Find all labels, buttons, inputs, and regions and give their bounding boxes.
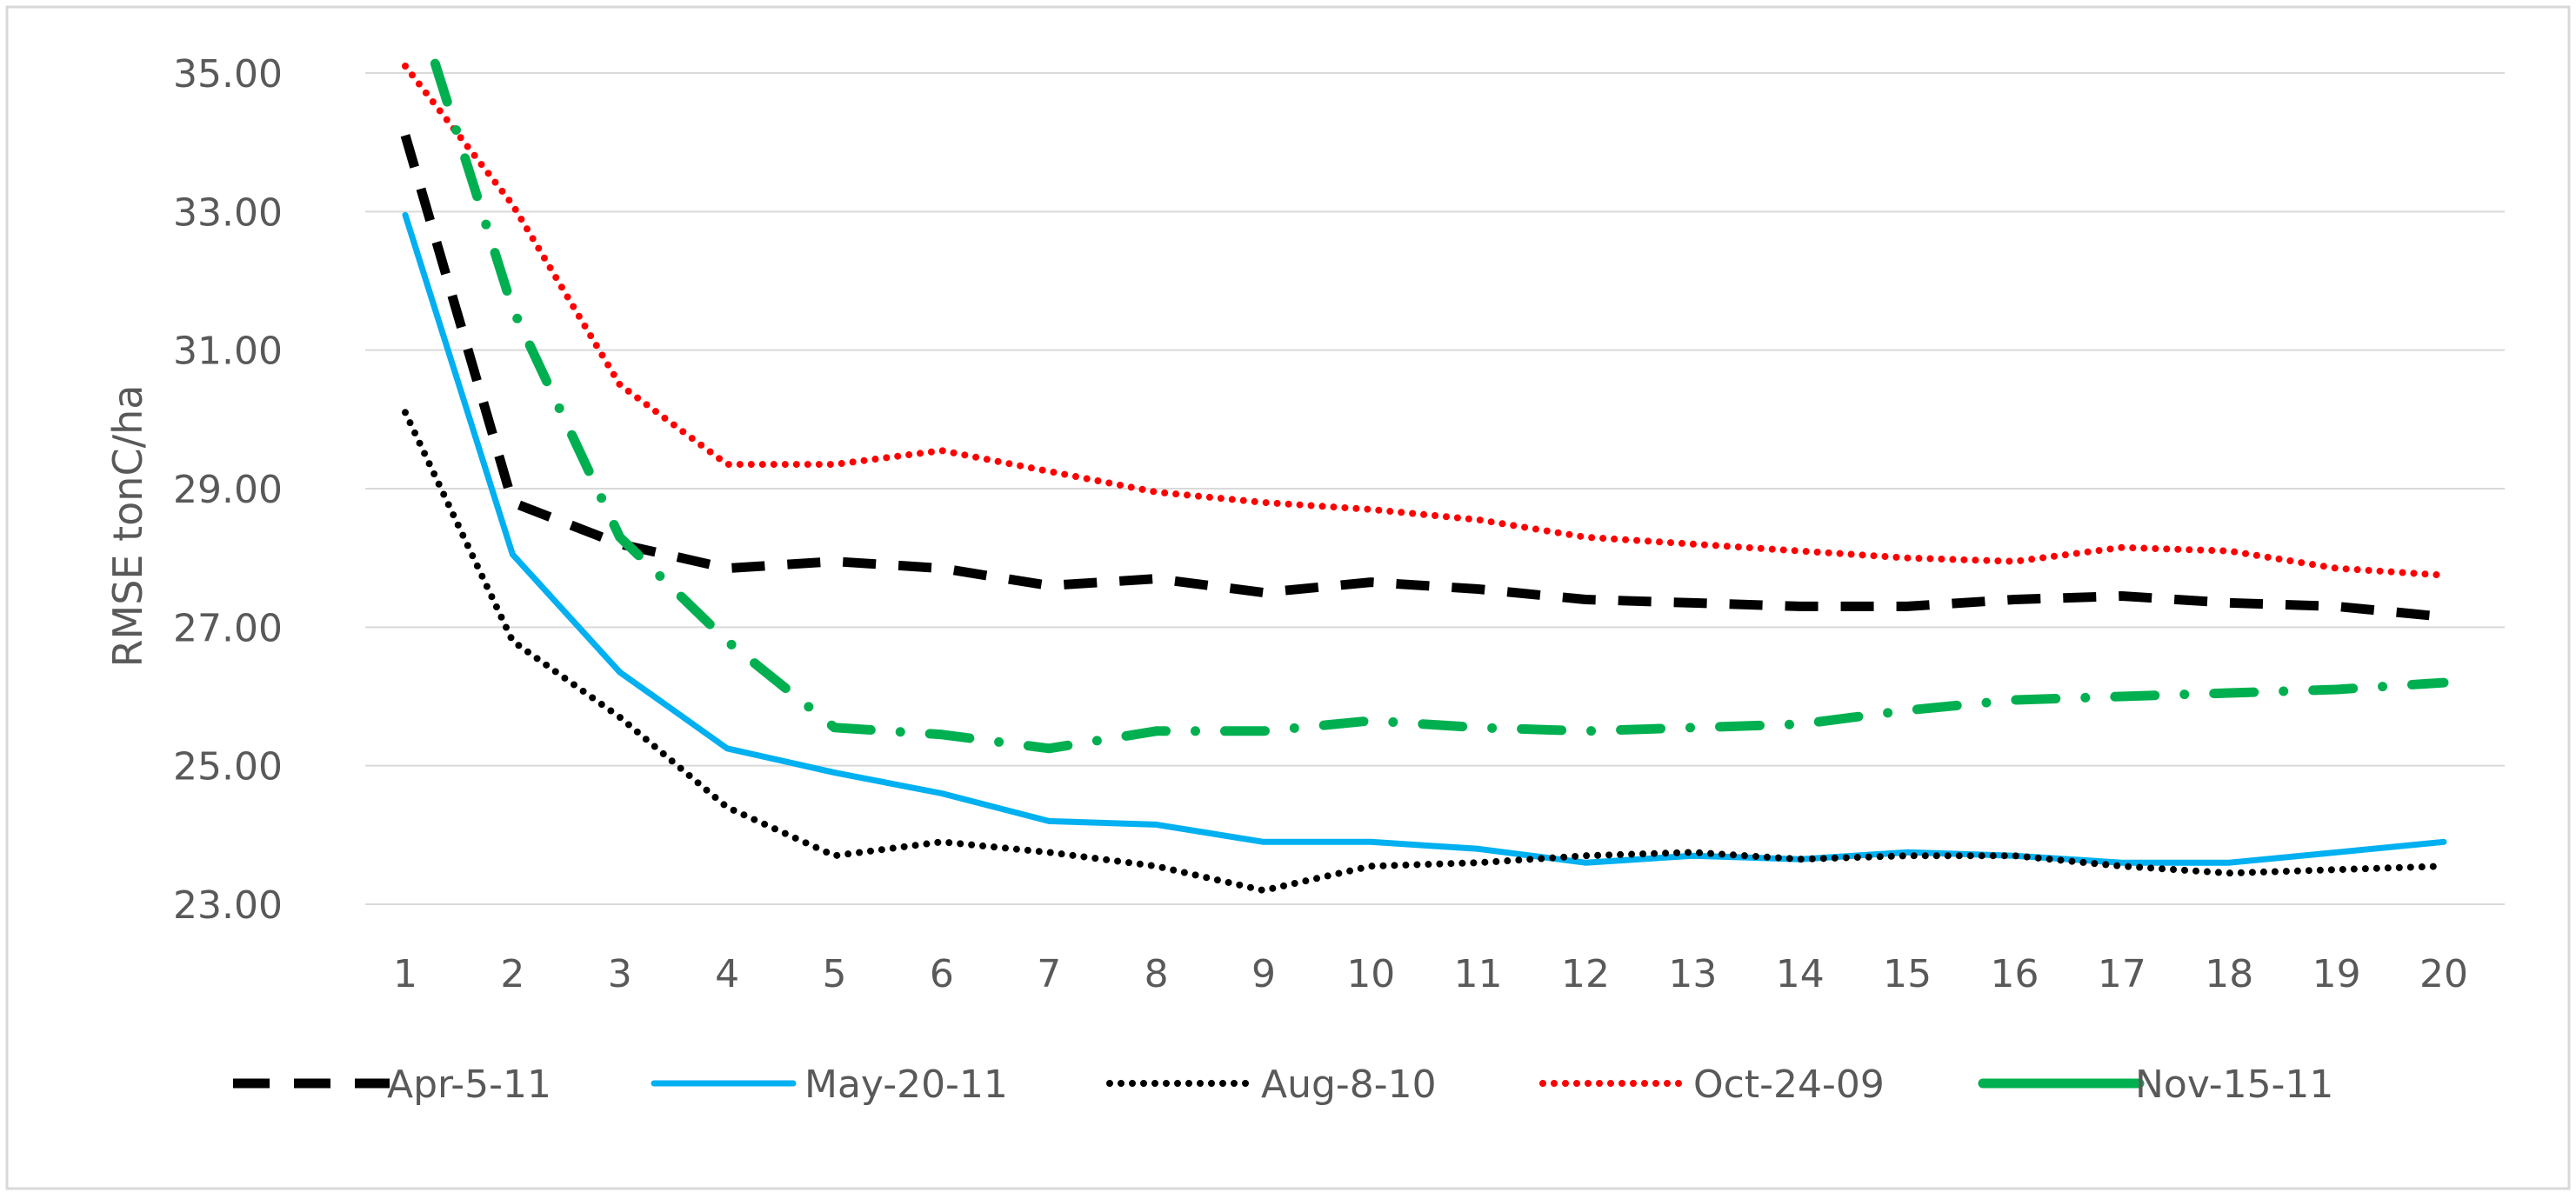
legend-nov-15-11-label: Nov-15-11 — [2135, 1062, 2333, 1107]
series-line-may-20-11 — [402, 211, 2447, 866]
x-tick-label: 12 — [1561, 952, 1610, 996]
x-tick-label: 2 — [500, 952, 524, 996]
series-line-oct-24-09 — [402, 63, 2447, 579]
series-lines — [400, 52, 2449, 895]
x-tick-label: 8 — [1145, 952, 1169, 996]
y-tick-label: 29.00 — [173, 468, 283, 512]
x-tick-label: 13 — [1668, 952, 1717, 996]
x-tick-label: 6 — [930, 952, 954, 996]
x-tick-label: 7 — [1037, 952, 1061, 996]
x-tick-label: 20 — [2419, 952, 2468, 996]
x-tick-label: 1 — [393, 952, 417, 996]
y-tick-label: 27.00 — [173, 606, 283, 650]
x-tick-label: 18 — [2205, 952, 2253, 996]
legend: Apr-5-11 May-20-11 Aug-8-10 Oct-24-09 Nov-15… — [233, 1062, 2333, 1107]
x-tick-label: 15 — [1883, 952, 1932, 996]
x-tick-label: 14 — [1776, 952, 1825, 996]
legend-may-20-11-label: May-20-11 — [804, 1062, 1008, 1107]
y-tick-label: 25.00 — [173, 745, 283, 789]
legend-oct-24-09-label: Oct-24-09 — [1693, 1062, 1885, 1107]
x-tick-label: 4 — [715, 952, 739, 996]
y-tick-label: 31.00 — [173, 330, 283, 374]
series-line-apr-5-11 — [400, 134, 2445, 622]
x-tick-label: 3 — [608, 952, 632, 996]
legend-aug-8-10-label: Aug-8-10 — [1261, 1062, 1437, 1107]
series-line-nov-15-11 — [426, 52, 2449, 754]
x-tick-label: 11 — [1454, 952, 1503, 996]
gridlines — [365, 72, 2505, 905]
legend-apr-5-11-label: Apr-5-11 — [387, 1062, 551, 1107]
y-tick-label: 33.00 — [173, 190, 283, 235]
x-tick-label: 9 — [1251, 952, 1276, 996]
x-tick-label: 5 — [822, 952, 846, 996]
x-tick-label: 10 — [1346, 952, 1395, 996]
x-tick-label: 17 — [2098, 952, 2146, 996]
series-line-aug-8-10 — [402, 409, 2447, 895]
x-tick-label: 19 — [2312, 952, 2361, 996]
x-tick-label: 16 — [1991, 952, 2039, 996]
y-tick-label: 35.00 — [173, 52, 283, 97]
y-axis-label: RMSE tonC/ha — [104, 385, 151, 668]
y-tick-label: 23.00 — [173, 883, 283, 928]
